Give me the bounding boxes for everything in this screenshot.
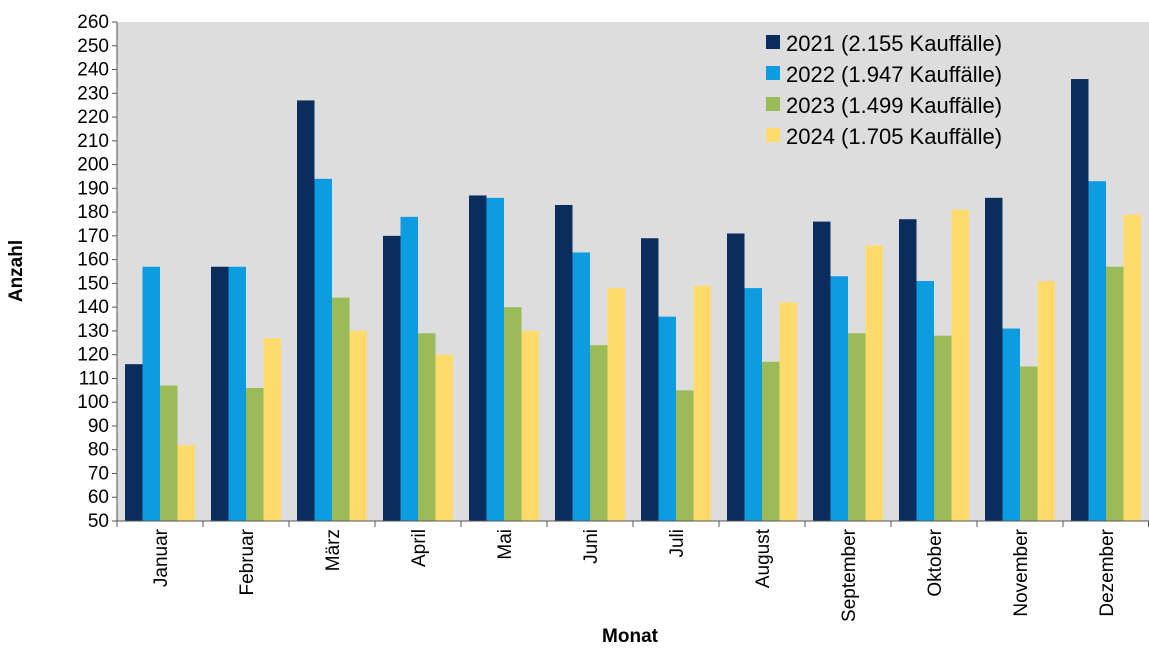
bar xyxy=(504,307,522,521)
y-tick-label: 180 xyxy=(77,202,109,223)
y-tick-label: 160 xyxy=(77,250,109,271)
x-axis-title: Monat xyxy=(602,626,659,647)
plot-area xyxy=(117,22,1149,521)
bar xyxy=(641,238,659,521)
bar xyxy=(607,288,625,521)
x-axis: Januar Februar März April Mai Juni Juli August S… xyxy=(116,520,1149,622)
bar xyxy=(813,221,831,521)
bar xyxy=(1123,214,1141,521)
y-tick-label: 120 xyxy=(77,345,109,366)
y-tick-label: 60 xyxy=(88,487,109,508)
bar xyxy=(865,245,883,521)
legend-label: 2022 (1.947 Kauffälle) xyxy=(786,62,1002,87)
x-tick-label: Januar xyxy=(151,528,172,587)
y-tick-label: 50 xyxy=(88,511,109,532)
legend-swatch xyxy=(766,97,780,111)
legend-label: 2024 (1.705 Kauffälle) xyxy=(786,124,1002,149)
bar xyxy=(1071,79,1089,522)
y-tick-label: 260 xyxy=(77,12,109,33)
bars-group xyxy=(125,79,1141,522)
x-tick-label: Juli xyxy=(667,529,688,558)
y-tick-label: 110 xyxy=(79,368,109,389)
bar xyxy=(521,330,539,521)
bar xyxy=(418,333,436,521)
y-tick-label: 70 xyxy=(88,463,109,484)
legend-swatch xyxy=(766,128,780,142)
bar xyxy=(1002,328,1020,521)
bar xyxy=(899,219,917,521)
bar xyxy=(916,281,934,521)
bar xyxy=(177,444,195,521)
bar xyxy=(1037,281,1055,521)
bar xyxy=(744,288,762,521)
bar xyxy=(400,216,418,521)
y-tick-label: 220 xyxy=(77,107,109,128)
bar xyxy=(555,204,573,521)
bar xyxy=(125,364,143,521)
bar xyxy=(228,266,246,521)
y-tick-label: 200 xyxy=(77,155,109,176)
bar xyxy=(848,333,866,521)
bar xyxy=(762,361,780,521)
bar xyxy=(590,345,608,521)
x-tick-label: März xyxy=(323,529,344,571)
bar xyxy=(486,197,504,522)
bar xyxy=(314,178,332,522)
y-tick-label: 210 xyxy=(77,131,109,152)
legend-swatch xyxy=(766,35,780,49)
x-tick-label: Mai xyxy=(495,529,516,560)
bar xyxy=(211,266,229,521)
y-tick-label: 80 xyxy=(88,440,109,461)
bar xyxy=(676,390,694,521)
x-tick-label: Juni xyxy=(581,529,602,564)
y-tick-label: 230 xyxy=(77,83,109,104)
y-tick-label: 130 xyxy=(77,321,109,342)
y-axis-title: Anzahl xyxy=(6,240,27,302)
bar xyxy=(469,195,487,521)
bar xyxy=(142,266,160,521)
y-tick-label: 150 xyxy=(77,273,109,294)
bar xyxy=(435,354,453,521)
y-tick-label: 240 xyxy=(77,60,109,81)
bar xyxy=(1020,366,1038,521)
y-tick-label: 100 xyxy=(77,392,109,413)
bar xyxy=(1088,181,1106,521)
x-tick-label: August xyxy=(753,528,774,588)
bar xyxy=(572,252,590,521)
bar xyxy=(779,302,797,521)
y-tick-label: 170 xyxy=(77,226,109,247)
bar xyxy=(349,330,367,521)
y-tick-label: 250 xyxy=(77,36,109,57)
y-tick-label: 140 xyxy=(77,297,109,318)
bar xyxy=(951,209,969,521)
bar xyxy=(160,385,178,521)
legend-label: 2023 (1.499 Kauffälle) xyxy=(786,93,1002,118)
bar xyxy=(246,387,264,521)
legend: 2021 (2.155 Kauffälle) 2022 (1.947 Kauffä… xyxy=(766,31,1002,149)
y-tick-label: 90 xyxy=(88,416,109,437)
bar xyxy=(830,276,848,521)
bar xyxy=(263,338,281,521)
x-tick-label: September xyxy=(839,528,860,622)
bar xyxy=(1106,266,1124,521)
x-tick-label: Dezember xyxy=(1097,528,1118,616)
bar xyxy=(934,335,952,521)
y-axis: 5060708090100110120130140150160170180190… xyxy=(77,12,118,532)
bar xyxy=(383,235,401,521)
x-tick-label: Oktober xyxy=(925,528,946,596)
x-tick-label: Februar xyxy=(237,528,258,595)
x-tick-label: April xyxy=(409,529,430,567)
legend-swatch xyxy=(766,66,780,80)
bar xyxy=(693,285,711,521)
y-tick-label: 190 xyxy=(77,178,109,199)
bar xyxy=(658,316,676,521)
bar xyxy=(332,297,350,521)
legend-label: 2021 (2.155 Kauffälle) xyxy=(786,31,1002,56)
x-tick-label: November xyxy=(1011,528,1032,616)
bar xyxy=(985,197,1003,522)
bar xyxy=(727,233,745,521)
bar xyxy=(297,100,315,522)
